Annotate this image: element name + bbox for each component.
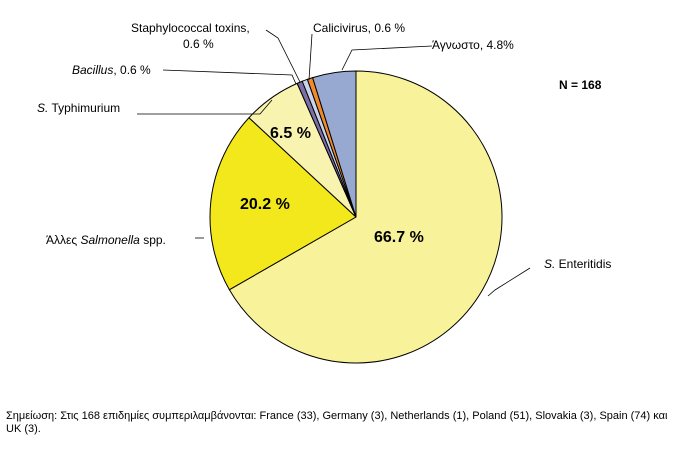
label-typhimurium: S. Typhimurium xyxy=(37,101,120,115)
pie-slice-6 xyxy=(312,70,357,218)
leader-lines xyxy=(137,29,531,297)
label-calicivirus: Calicivirus, 0.6 % xyxy=(313,21,405,35)
label-bacillus: Bacillus, 0.6 % xyxy=(72,63,151,77)
label-enteritidis: S. Enteritidis xyxy=(544,257,611,271)
leader-line-typhimurium xyxy=(137,99,273,115)
leader-line-calicivirus xyxy=(308,33,313,81)
leader-line-enteritidis xyxy=(487,267,531,297)
label-other-salmonella: Άλλες Salmonella spp. xyxy=(46,233,166,247)
leader-line-staphylococcal xyxy=(265,29,301,83)
label-staphylococcal-line2: 0.6 % xyxy=(183,37,214,51)
data-label-other-salmonella: 20.2 % xyxy=(240,196,290,213)
sample-size-label: N = 168 xyxy=(559,78,602,92)
leader-line-bacillus xyxy=(162,69,297,85)
label-unknown: Άγνωστο, 4.8% xyxy=(432,38,514,52)
pie-slice-1 xyxy=(209,117,357,291)
data-label-enteritidis: 66.7 % xyxy=(374,229,424,246)
pie-slices xyxy=(209,70,503,364)
label-staphylococcal-line1: Staphylococcal toxins, xyxy=(131,21,250,35)
leader-line-unknown xyxy=(341,45,433,71)
footnote: Σημείωση: Στις 168 επιδημίες συμπεριλαμβ… xyxy=(6,410,668,435)
pie-slice-0 xyxy=(228,70,503,364)
data-label-typhimurium: 6.5 % xyxy=(270,125,311,142)
